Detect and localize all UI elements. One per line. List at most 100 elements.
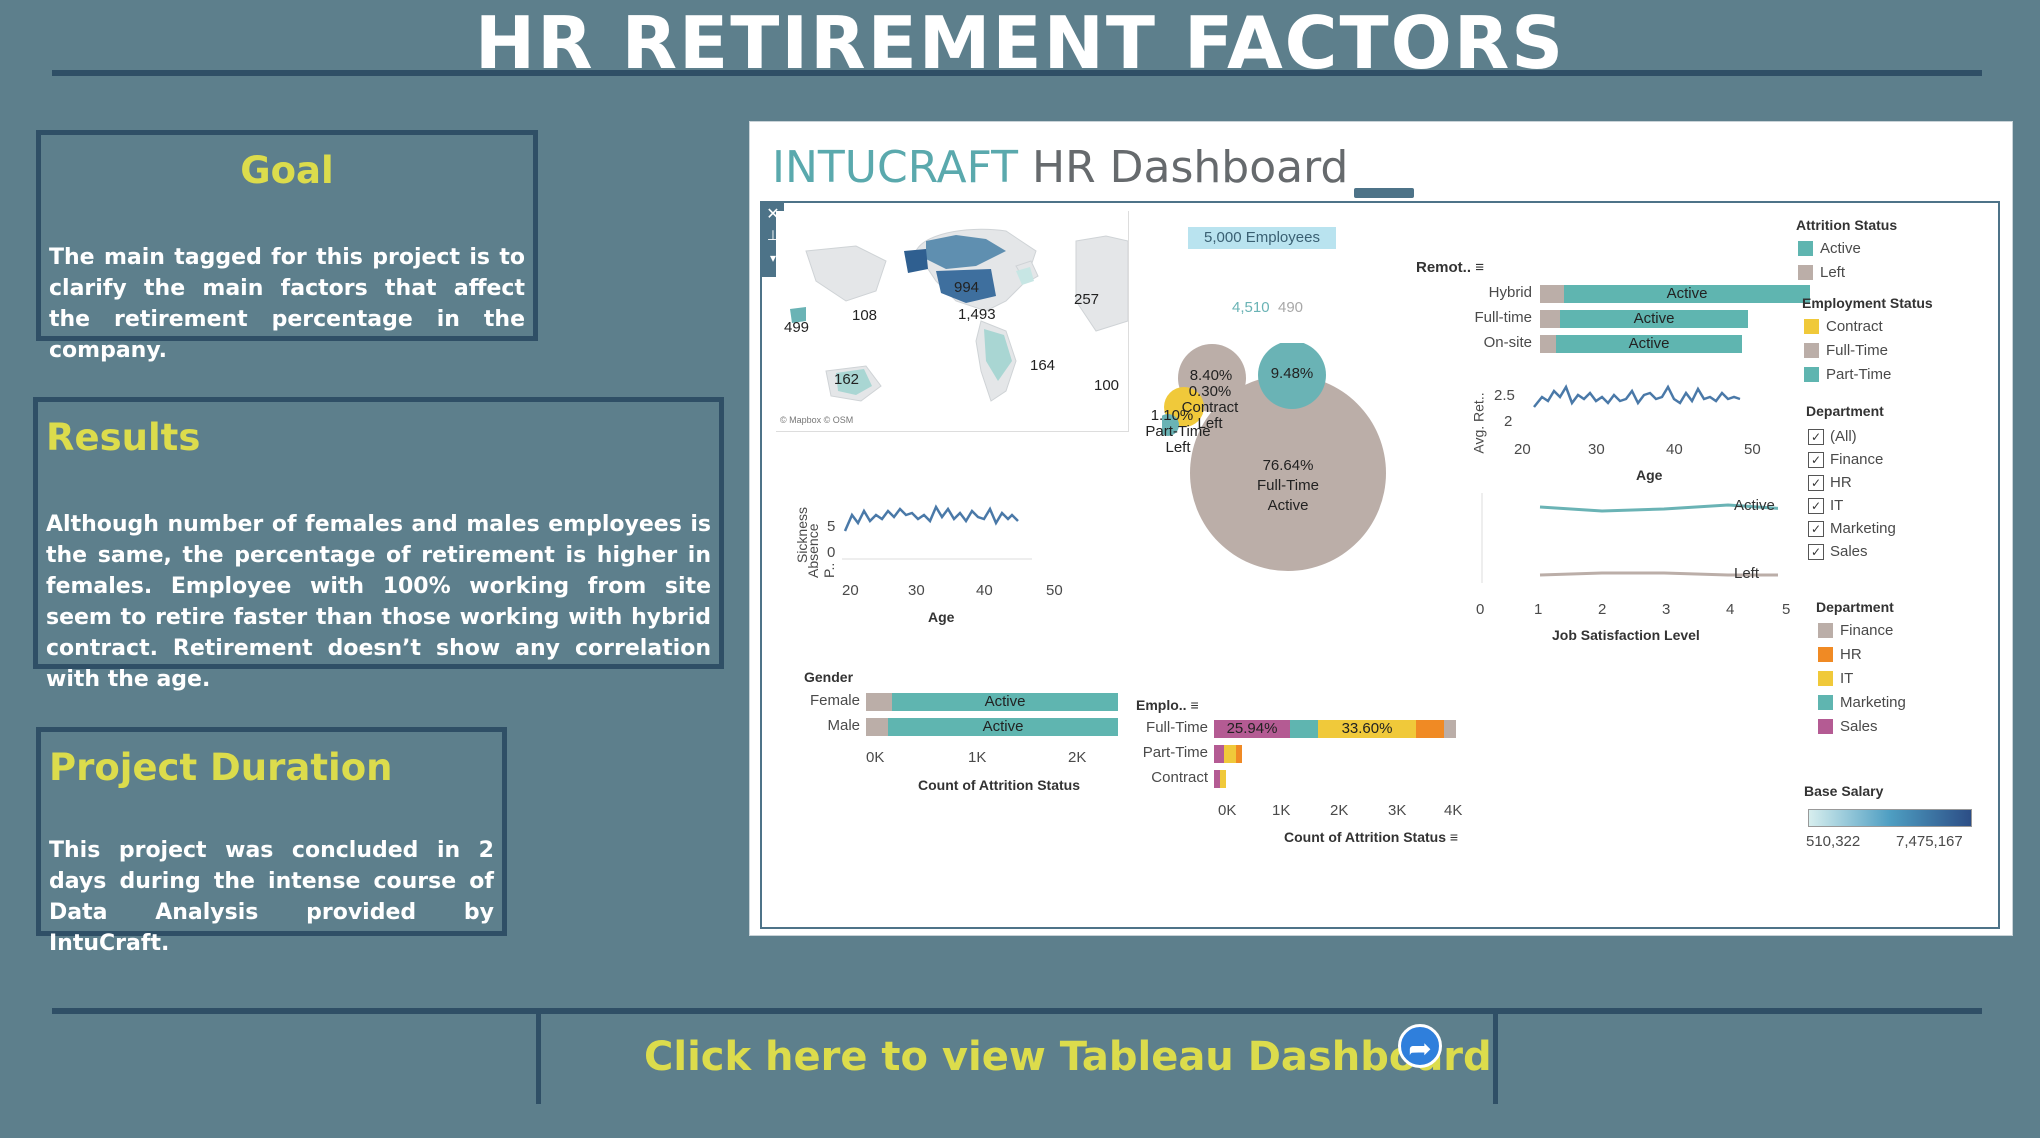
employment-xtick: 0K [1218,802,1237,819]
map-label: 100 [1094,377,1120,394]
employment-seg-hr[interactable] [1416,720,1444,738]
department-checkbox[interactable]: ✓ [1808,475,1824,491]
sickness-ytick: 0 [827,544,836,561]
footer-right-divider [1493,1014,1498,1104]
department-filter-label[interactable]: HR [1830,474,1852,491]
department-filter-label[interactable]: Sales [1830,543,1868,560]
avg-ret-xtick: 50 [1744,441,1761,458]
attrition-legend-title: Attrition Status [1796,217,1898,233]
department-filter-label[interactable]: Marketing [1830,520,1896,537]
goal-heading: Goal [240,149,334,192]
dashboard-title: INTUCRAFT HR Dashboard [772,142,1348,193]
legend-label[interactable]: Contract [1826,318,1883,335]
legend-label[interactable]: HR [1840,646,1862,663]
world-map[interactable]: 994 1,493 499 108 257 164 162 100 © Mapb… [776,211,1129,432]
remote-bar-left[interactable] [1540,335,1556,353]
remote-bar-active[interactable]: Active [1564,285,1810,303]
gender-bar-active[interactable]: Active [888,718,1118,736]
drag-handle[interactable] [1354,188,1414,198]
legend-label[interactable]: IT [1840,670,1854,687]
results-text: Although number of females and males emp… [46,512,711,692]
department-checkbox[interactable]: ✓ [1808,452,1824,468]
map-label: 499 [784,319,810,336]
employment-seg-marketing[interactable] [1290,720,1318,738]
bubble-label: 8.40% [1189,367,1233,384]
legend-swatch [1804,367,1819,382]
sickness-line[interactable] [842,493,1032,563]
map-label: 257 [1074,291,1100,308]
remote-row-label: Full-time [1474,309,1532,326]
legend-swatch [1818,671,1833,686]
goal-card: Goal The main tagged for this project is… [36,130,538,363]
department-checkbox[interactable]: ✓ [1808,498,1824,514]
employment-seg-it[interactable] [1220,770,1226,788]
remote-bar-active[interactable]: Active [1556,335,1742,353]
employment-seg-it[interactable]: 33.60% [1318,720,1416,738]
dashboard-brand: INTUCRAFT [772,142,1018,193]
gender-row-label: Male [827,717,860,734]
remote-bar-left[interactable] [1540,285,1564,303]
salary-max: 7,475,167 [1896,833,1963,850]
legend-label[interactable]: Active [1820,240,1861,257]
legend-label[interactable]: Left [1820,264,1846,281]
gender-bar-left[interactable] [866,718,888,736]
dropdown-icon[interactable]: ▾ [769,251,777,265]
sickness-xtick: 40 [976,582,993,599]
employment-row-label: Full-Time [1146,719,1208,736]
sort-icon: ≡ [1475,259,1484,276]
remote-bar-active[interactable]: Active [1560,310,1748,328]
employment-seg-sales[interactable] [1214,745,1224,763]
bubble-chart[interactable] [1162,343,1422,573]
bubble-label: 76.64% [1262,457,1314,474]
department-legend-title: Department [1816,599,1894,615]
employment-seg-sales[interactable]: 25.94% [1214,720,1290,738]
gender-header: Gender [804,669,854,685]
bubble-label: Part-Time [1145,423,1211,440]
gender-xtick: 0K [866,749,885,766]
bubble-label: Left [1197,415,1223,432]
employment-seg-finance[interactable] [1444,720,1456,738]
bubble-label: Full-Time [1257,477,1319,494]
department-checkbox[interactable]: ✓ [1808,544,1824,560]
avg-ret-xtick: 20 [1514,441,1531,458]
goal-text: The main tagged for this project is to c… [49,245,525,363]
satisfaction-lines[interactable] [1478,493,1778,593]
legend-swatch [1798,265,1813,280]
remote-bar-left[interactable] [1540,310,1560,328]
employment-row-label: Contract [1151,769,1208,786]
results-card: Results Although number of females and m… [33,397,724,692]
employment-seg-it[interactable] [1224,745,1236,763]
map-land [790,228,1129,402]
department-filter-label[interactable]: Finance [1830,451,1884,468]
legend-label[interactable]: Sales [1840,718,1878,735]
map-label: 162 [834,371,860,388]
legend-label[interactable]: Marketing [1840,694,1906,711]
department-filter-label[interactable]: (All) [1830,428,1857,445]
department-checkbox[interactable]: ✓ [1808,521,1824,537]
share-arrow-icon[interactable]: ➦ [1398,1024,1442,1068]
department-filter-label[interactable]: IT [1830,497,1844,514]
bubble-label: Active [1267,497,1309,514]
sickness-xtick: 50 [1046,582,1063,599]
gender-bar-left[interactable] [866,693,892,711]
legend-swatch [1804,319,1819,334]
employment-seg-sales[interactable] [1214,770,1220,788]
remote-header: Remot.. ≡ [1416,259,1484,276]
legend-label[interactable]: Part-Time [1826,366,1892,383]
employment-xtick: 2K [1330,802,1349,819]
department-checkbox[interactable]: ✓ [1808,429,1824,445]
dashboard-preview[interactable]: INTUCRAFT HR Dashboard ✕ ⊥ ▾ [749,121,2013,936]
legend-label[interactable]: Finance [1840,622,1894,639]
satisfaction-series-label: Left [1734,565,1760,582]
satisfaction-series-label: Active [1734,497,1775,514]
avg-ret-ytick: 2.5 [1494,387,1515,404]
employment-seg-hr[interactable] [1236,745,1242,763]
gender-bar-active[interactable]: Active [892,693,1118,711]
bubble-label: Contract [1181,399,1239,416]
employment-xtick: 1K [1272,802,1291,819]
gender-row-label: Female [809,692,860,709]
avg-ret-line[interactable] [1530,375,1780,425]
salary-min: 510,322 [1806,833,1861,850]
legend-label[interactable]: Full-Time [1826,342,1888,359]
view-dashboard-link[interactable]: Click here to view Tableau Dashboard [644,1034,1492,1080]
